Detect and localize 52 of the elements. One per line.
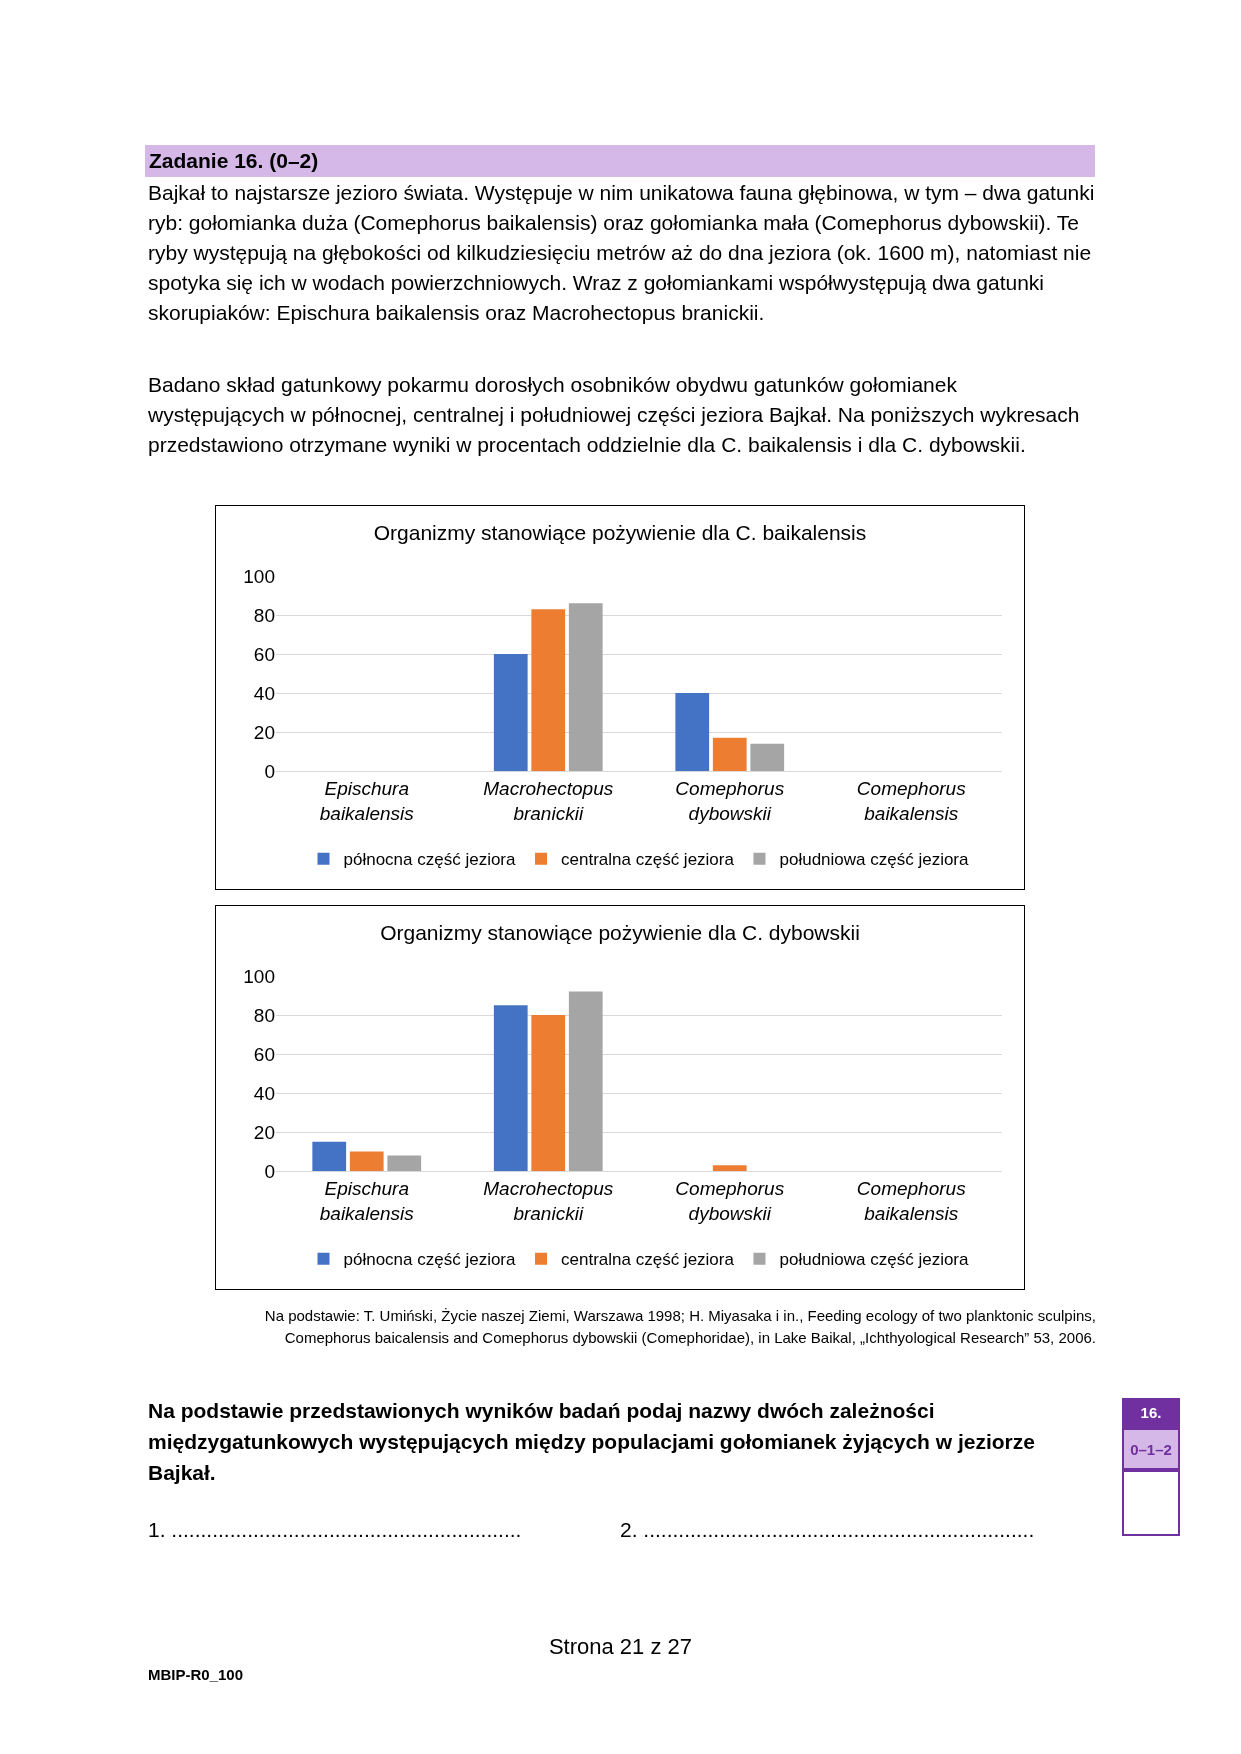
text: Na podstawie: T. Umiński, Życie naszej Ziemi, Warszawa 1998; H. Miyasaka i in., Feeding ecology of two planktonic sculpins, Comephorus baicalensis and Comephorus dybowskii (Comephoridae), in Lake Baikal, „Ichthyological Research” 53, 2006. [263, 1306, 1096, 1348]
text: 0–1–2 [1122, 1428, 1180, 1470]
y-tick-label: 0 [264, 760, 275, 782]
legend-label: centralna część jeziora [561, 1250, 735, 1270]
y-tick-label: 80 [253, 604, 275, 626]
chart-title: Organizmy stanowiące pożywienie dla C. dybowskii [380, 920, 860, 944]
y-tick-label: 60 [253, 1043, 275, 1065]
text: 1. ............................................................ [148, 1517, 523, 1543]
text: 16. [1122, 1398, 1180, 1428]
y-tick-label: 0 [264, 1160, 275, 1182]
text: Bajkał to najstarsze jezioro świata. Występuje w nim unikatowa fauna głębinowa, w tym – dwa gatunki ryb: gołomianka duża (Comephorus baikalensis) oraz gołomianka mała (Comephorus dybowskii). Te ryby występują na głębokości od kilkudziesięciu metrów aż do dna jeziora (ok. 1600 m), natomiast nie spotyka się ich w wodach powierzchniowych. Wraz z gołomiankami współwystępują dwa gatunki skorupiaków: Epischura baikalensis oraz Macrohectopus branickii. [148, 180, 1096, 326]
x-tick-label: Epischura baikalensis [319, 777, 415, 824]
legend-label: południowa część jeziora [779, 1250, 970, 1270]
bar [675, 693, 710, 771]
x-tick-label: Comephorus baikalensis [856, 1177, 967, 1224]
bar [531, 1015, 566, 1171]
y-tick-label: 20 [253, 1121, 275, 1143]
text: Zadanie 16. (0–2) [145, 145, 1095, 177]
chart-title: Organizmy stanowiące pożywienie dla C. baikalensis [373, 520, 867, 544]
text: Na podstawie przedstawionych wyników badań podaj nazwy dwóch zależności międzygatunkowych występujących między populacjami gołomianek żyjących w jeziorze Bajkał. [148, 1398, 1036, 1486]
x-tick-label: Comephorus dybowskii [675, 1177, 785, 1224]
bar [349, 1151, 384, 1171]
bar [568, 603, 603, 771]
y-tick-label: 100 [243, 565, 275, 587]
y-tick-label: 100 [243, 965, 275, 987]
bar [312, 1141, 347, 1171]
y-tick-label: 60 [253, 643, 275, 665]
bar [531, 609, 566, 771]
x-tick-label: Macrohectopus branickii [483, 1177, 614, 1224]
x-tick-label: Comephorus dybowskii [675, 777, 785, 824]
bar [493, 1005, 528, 1171]
x-tick-label: Macrohectopus branickii [483, 777, 614, 824]
y-tick-label: 40 [253, 1082, 275, 1104]
text: 2. ................................................................... [620, 1517, 1036, 1543]
y-tick-label: 40 [253, 682, 275, 704]
x-tick-label: Epischura baikalensis [319, 1177, 415, 1224]
legend-label: centralna część jeziora [561, 850, 735, 870]
legend-label: południowa część jeziora [779, 850, 970, 870]
bar [387, 1155, 422, 1171]
legend-label: północna część jeziora [343, 1250, 517, 1270]
text: Strona 21 z 27 [547, 1633, 694, 1661]
x-tick-label: Comephorus baikalensis [856, 777, 967, 824]
y-tick-label: 20 [253, 721, 275, 743]
bar [568, 991, 603, 1171]
bar [712, 1165, 747, 1171]
bar [750, 743, 785, 771]
text: Badano skład gatunkowy pokarmu dorosłych osobników obydwu gatunków gołomianek występujących w północnej, centralnej i południowej części jeziora Bajkał. Na poniższych wykresach przedstawiono otrzymane wyniki w procentach oddzielnie dla C. baikalensis i dla C. dybowskii. [148, 372, 1081, 458]
bar [493, 654, 528, 771]
legend-label: północna część jeziora [343, 850, 517, 870]
bar [712, 737, 747, 771]
text: MBIP-R0_100 [148, 1665, 245, 1685]
y-tick-label: 80 [253, 1004, 275, 1026]
